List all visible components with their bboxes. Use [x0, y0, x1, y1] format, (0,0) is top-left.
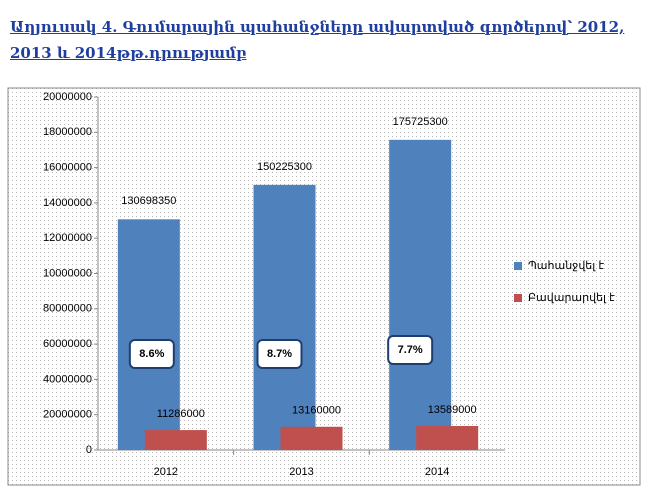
x-tick-label: 2014: [425, 466, 449, 478]
legend-label: Բավարարվել է: [528, 292, 615, 304]
percent-label: 7.7%: [398, 344, 423, 356]
bar: [389, 139, 452, 450]
bar: [144, 430, 207, 450]
bar: [253, 184, 316, 450]
y-tick-label: 12000000: [43, 232, 92, 244]
value-label: 13160000: [292, 405, 341, 417]
bar: [416, 426, 479, 450]
y-tick-label: 16000000: [43, 162, 92, 174]
percent-box: [128, 339, 175, 369]
y-tick-label: 18000000: [43, 126, 92, 138]
y-tick-label: 80000000: [43, 303, 92, 315]
value-label: 150225300: [257, 161, 312, 173]
bar: [117, 219, 180, 450]
percent-label: 8.6%: [139, 348, 164, 360]
x-tick-label: 2013: [289, 466, 313, 478]
percent-box: [387, 335, 434, 365]
value-label: 11286000: [157, 408, 205, 420]
y-tick-label: 40000000: [43, 373, 92, 385]
y-tick-label: 20000000: [43, 91, 92, 103]
y-tick-label: 0: [86, 444, 92, 456]
value-label: 175725300: [393, 116, 448, 128]
legend-label: Պահանջվել է: [528, 260, 604, 272]
bar: [280, 426, 343, 450]
chart-title: Աղյուսակ 4. Գումարային պահանջները ավարտվ…: [10, 18, 625, 62]
value-label: 13589000: [428, 404, 477, 416]
x-tick-label: 2012: [154, 466, 178, 478]
y-tick-label: 10000000: [43, 267, 92, 279]
value-label: 130698350: [121, 195, 176, 207]
percent-label: 8.7%: [267, 348, 292, 360]
percent-box: [256, 339, 303, 369]
y-tick-label: 14000000: [43, 197, 92, 209]
y-tick-label: 60000000: [43, 338, 92, 350]
legend-swatch: [514, 294, 522, 302]
y-tick-label: 20000000: [43, 409, 92, 421]
legend-swatch: [514, 262, 522, 270]
